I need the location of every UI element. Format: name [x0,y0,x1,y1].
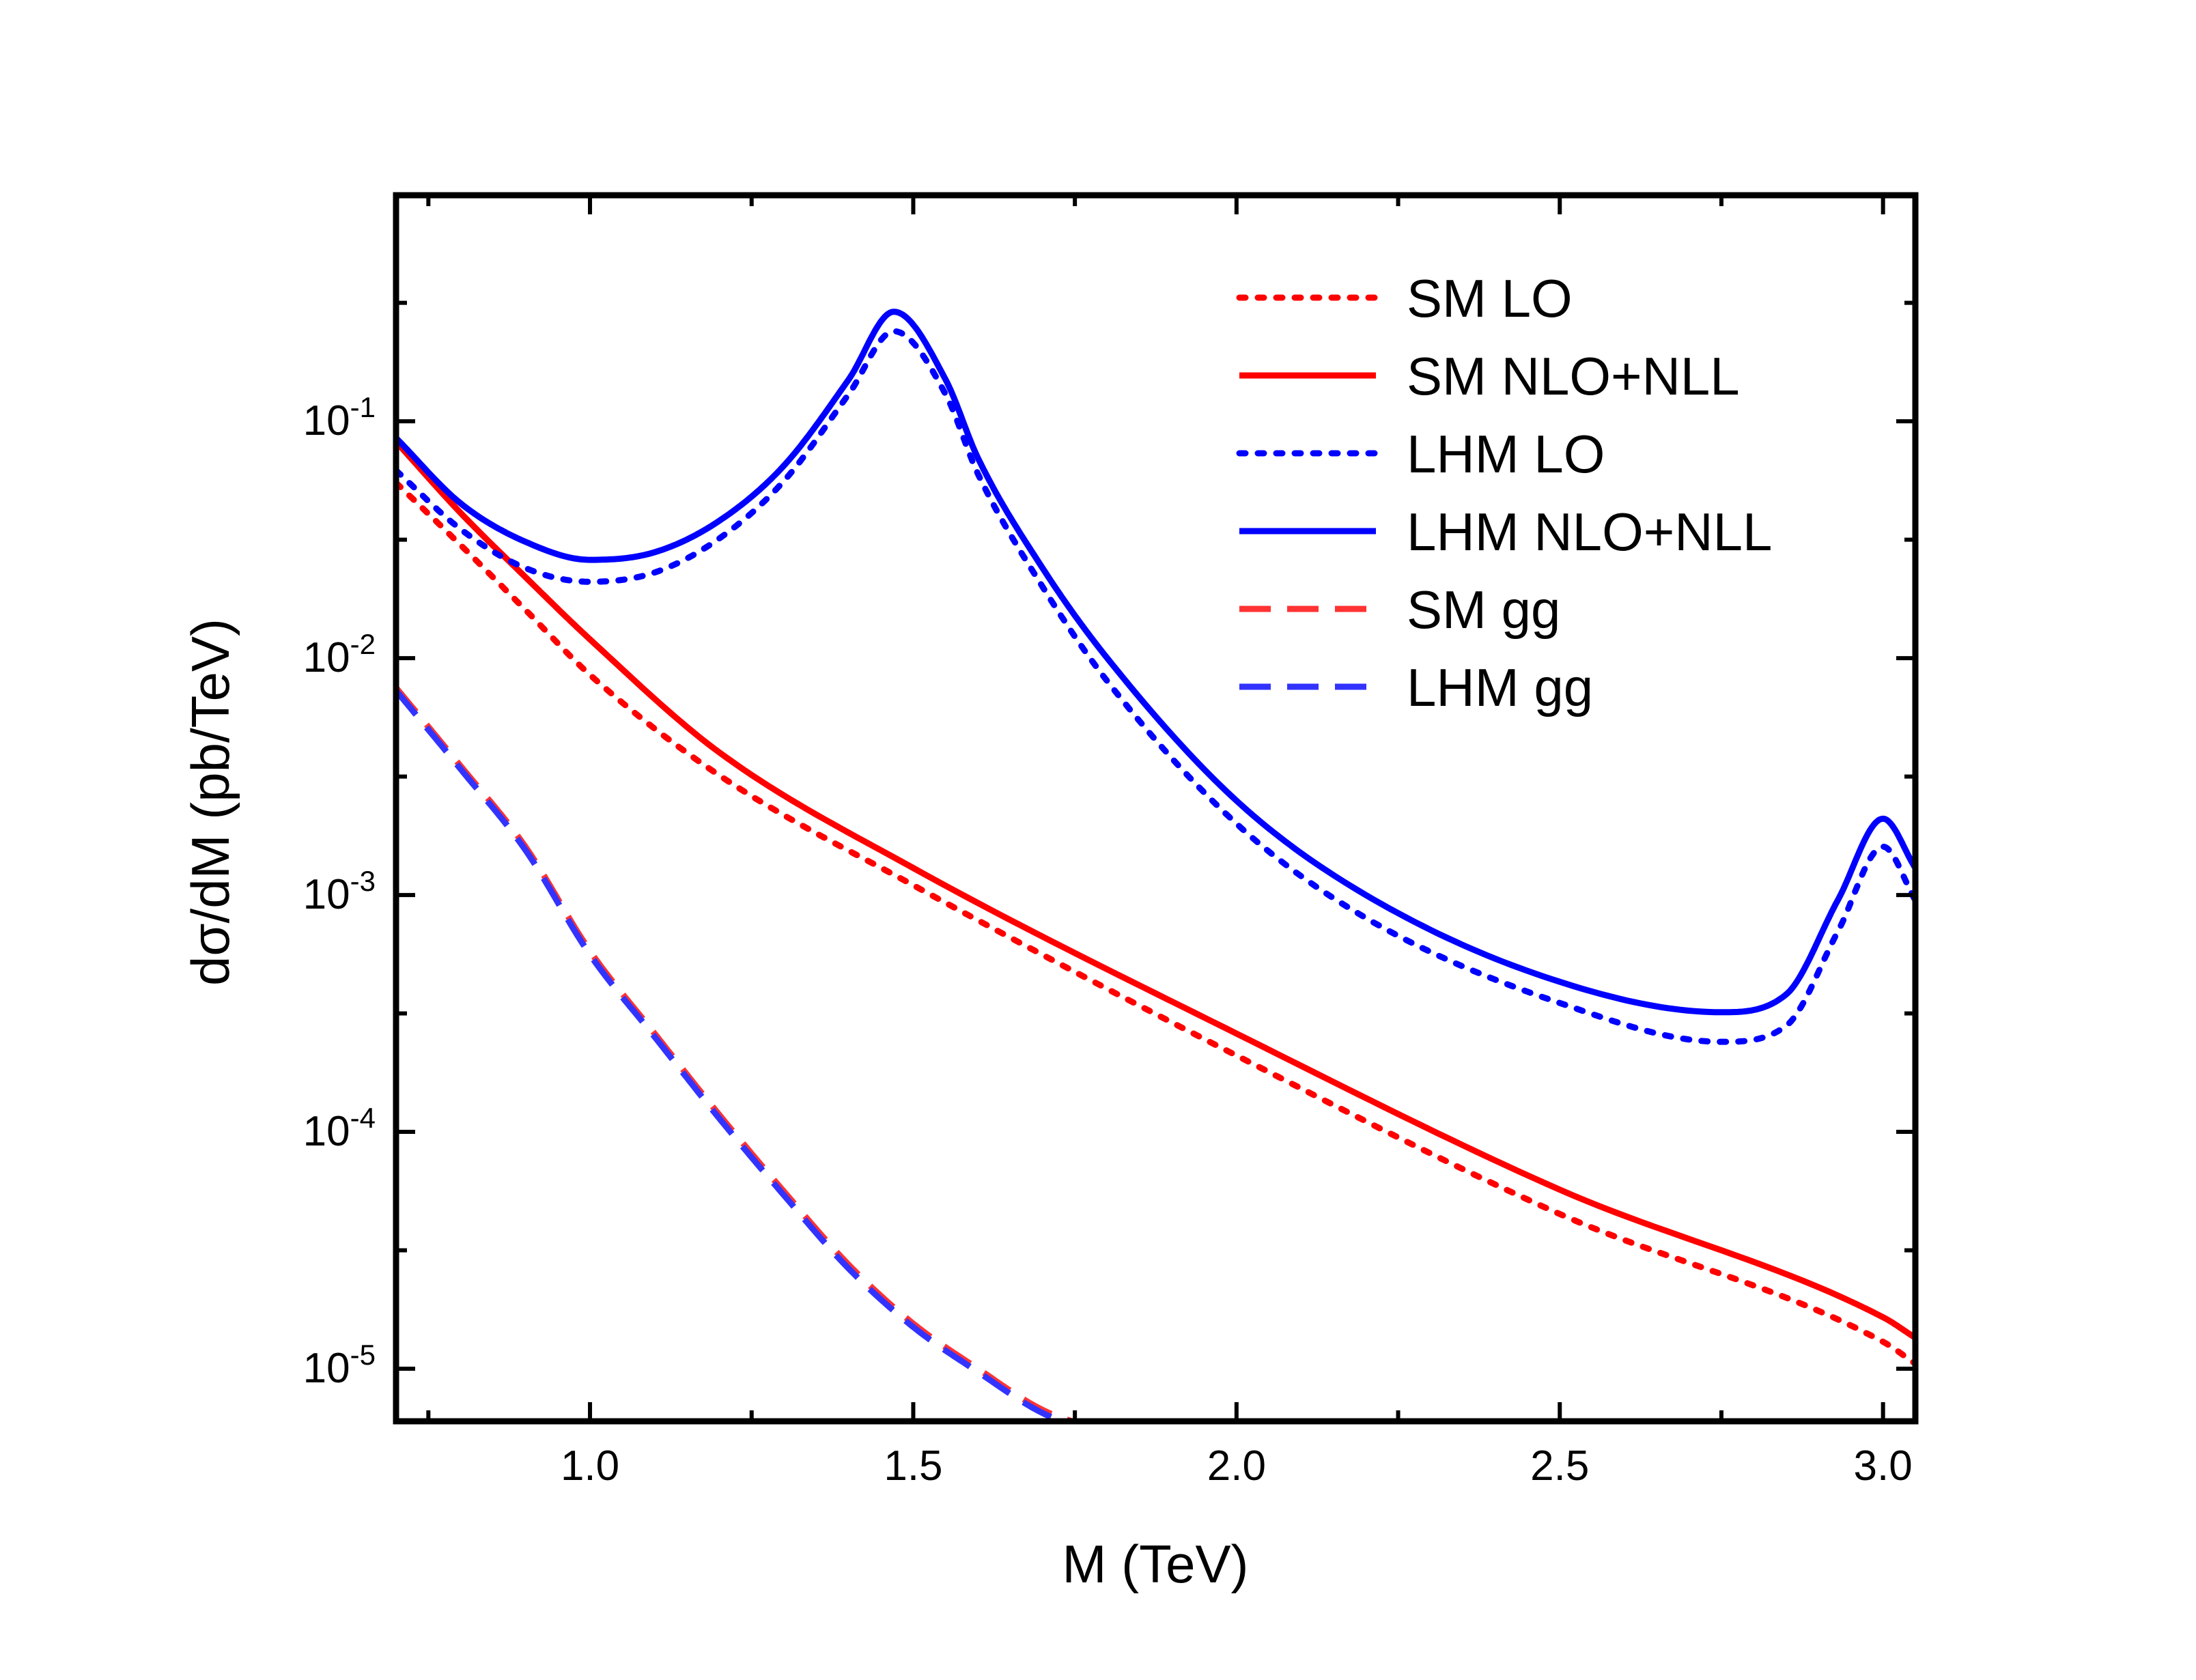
series-line-sm-nlo-nll [396,440,1915,1341]
legend-label: LHM NLO+NLL [1407,502,1772,562]
legend-label: LHM LO [1407,424,1605,484]
legend-label: LHM gg [1407,657,1593,717]
plot-frame [393,192,1919,1425]
y-axis-title: dσ/dM (pb/TeV) [180,618,240,986]
x-tick-label: 2.0 [1207,1442,1266,1490]
y-tick-label: 10-1 [303,391,376,444]
series-line-lhm-gg [396,688,1072,1421]
x-tick-label: 2.5 [1530,1442,1589,1490]
x-axis-title: M (TeV) [1062,1534,1249,1594]
y-tick-label: 10-4 [303,1102,376,1155]
tick-labels-layer: 1.0 1.5 2.0 2.5 3.0 10-1 10-2 10-3 10-4 10-5 [303,391,1913,1490]
x-tick-label: 1.0 [561,1442,619,1490]
legend-label: SM LO [1407,268,1573,328]
x-tick-label: 1.5 [884,1442,942,1490]
y-tick-label: 10-5 [303,1339,376,1392]
series-layer [396,309,1915,1421]
y-tick-label: 10-3 [303,865,376,918]
series-line-sm-lo [396,479,1915,1367]
series-line-lhm-nlo-nll [396,309,1915,1016]
legend: SM LO SM NLO+NLL LHM LO LHM NLO+NLL SM gg LHM… [1236,268,1772,717]
legend-label: SM NLO+NLL [1407,346,1740,406]
y-tick-label: 10-2 [303,628,376,681]
series-line-lhm-lo [396,328,1915,1045]
legend-label: SM gg [1407,580,1560,640]
x-tick-label: 3.0 [1854,1442,1913,1490]
